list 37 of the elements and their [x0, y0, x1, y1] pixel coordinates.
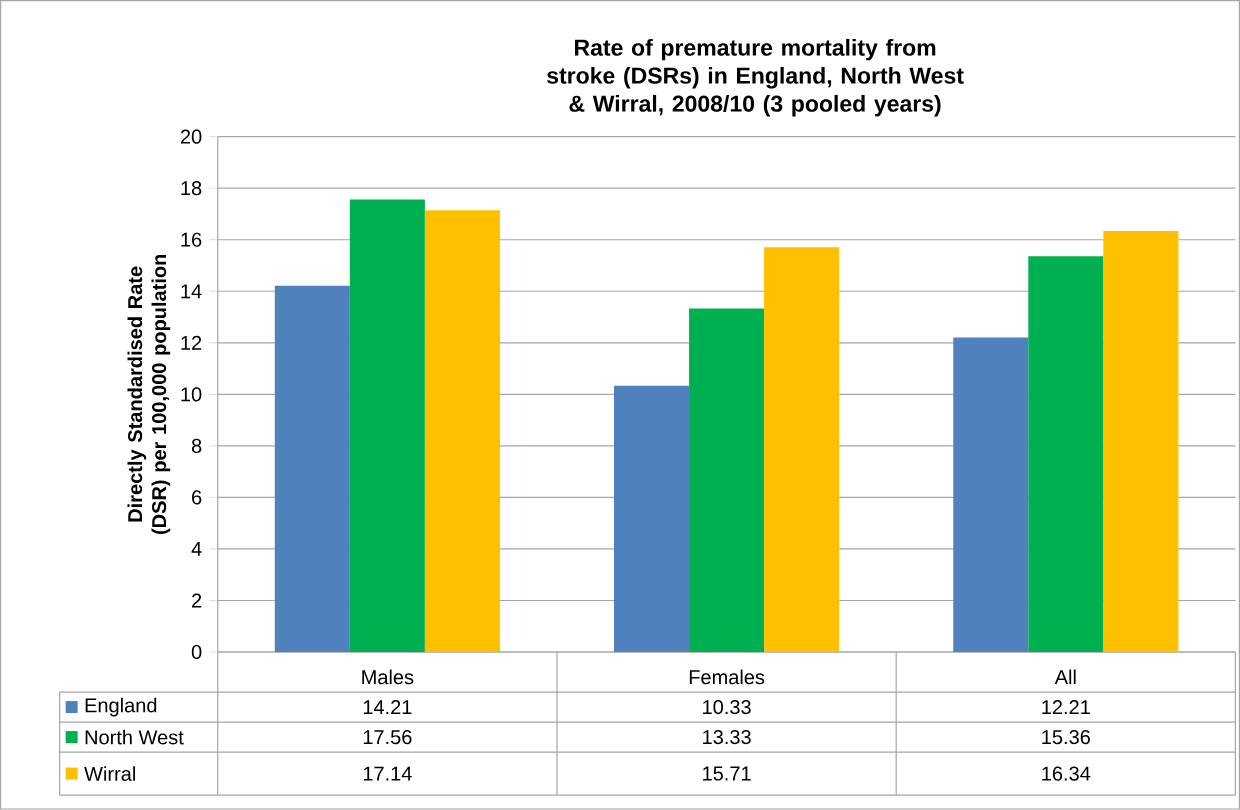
data-label: 15.71 — [703, 766, 751, 781]
y-tick-label: 10 — [181, 387, 202, 402]
y-tick-label: 14 — [181, 284, 202, 299]
bar — [424, 210, 500, 653]
data-label: 14.21 — [363, 700, 412, 715]
y-axis-title: Directly Standardised Rate (DSR) per 100,000 population — [127, 255, 171, 535]
data-label: 10.33 — [703, 700, 751, 715]
y-tick-label: 8 — [191, 438, 202, 454]
legend-label: England — [85, 697, 157, 717]
y-tick-label: 2 — [192, 593, 202, 608]
bar — [274, 285, 350, 653]
bar — [764, 247, 840, 653]
y-tick-label: 0 — [191, 645, 202, 660]
x-tick-label: All — [1054, 669, 1076, 685]
bar — [953, 337, 1029, 653]
y-tick-label: 16 — [181, 232, 202, 247]
bar — [614, 385, 690, 653]
data-label: 13.33 — [703, 730, 751, 745]
y-tick-label: 12 — [181, 335, 202, 350]
y-tick-label: 6 — [192, 490, 202, 505]
data-label: 17.14 — [363, 766, 412, 781]
data-label: 12.21 — [1042, 700, 1090, 715]
x-tick-label: Females — [689, 669, 765, 685]
x-tick-label: Males — [362, 669, 414, 685]
y-tick-label: 4 — [191, 542, 202, 556]
data-label: 15.36 — [1042, 730, 1090, 745]
y-tick-label: 20 — [180, 129, 202, 144]
chart-title: Rate of premature mortality from stroke (DSRs) in England, North West & Wirral, 2008/10 (3 pooled years) — [547, 39, 964, 117]
y-tick-label: 18 — [181, 181, 202, 196]
bar — [689, 308, 765, 653]
data-label: 17.56 — [363, 730, 412, 745]
legend-label: Wirral — [84, 766, 135, 782]
bar — [1103, 231, 1179, 653]
data-label: 16.34 — [1042, 766, 1091, 781]
legend-label: North West — [85, 729, 184, 745]
bar — [349, 199, 425, 653]
bar — [1028, 256, 1104, 653]
